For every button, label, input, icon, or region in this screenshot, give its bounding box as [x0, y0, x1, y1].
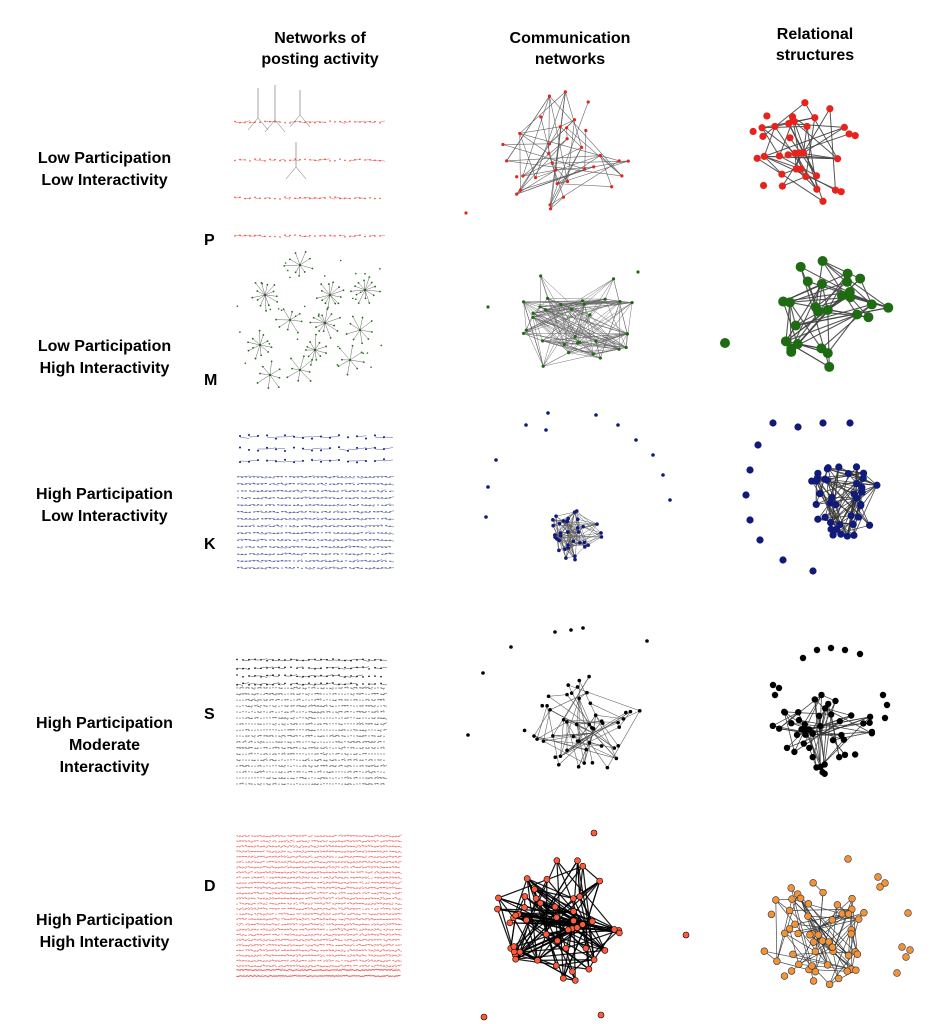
communication-network-M	[486, 270, 640, 368]
communication-network-P	[464, 90, 630, 215]
column-header-relational-line2: structures	[775, 47, 855, 64]
row-label-P-line2: Low Interactivity	[41, 172, 168, 189]
column-header-relational-line1: Relational	[776, 26, 854, 43]
row-code-D: D	[204, 878, 216, 895]
row-label-D: High Participation High Interactivity	[12, 910, 197, 954]
column-header-communication-line2: networks	[534, 51, 606, 68]
row-code-P: P	[204, 232, 215, 249]
relational-structure-K	[742, 419, 881, 575]
row-label-S-line1: High Participation	[36, 715, 173, 732]
row-label-S-line2: Moderate	[68, 737, 141, 754]
relational-structure-P	[749, 99, 859, 205]
row-label-K-line1: High Participation	[36, 486, 173, 503]
row-label-M-line1: Low Participation	[37, 338, 172, 355]
relational-structure-S	[769, 644, 891, 777]
row-label-M: Low Participation High Interactivity	[12, 336, 197, 380]
column-header-communication-line1: Communication	[509, 30, 631, 47]
posting-network-K	[237, 434, 395, 570]
communication-network-K	[484, 411, 672, 562]
row-label-K-line2: Low Interactivity	[41, 508, 168, 525]
posting-network-M	[236, 251, 383, 389]
column-header-communication: Communication networks	[480, 28, 660, 70]
communication-network-D	[480, 829, 690, 1021]
row-code-S: S	[204, 706, 215, 723]
row-label-D-line2: High Interactivity	[39, 934, 170, 951]
posting-network-S	[236, 658, 388, 786]
relational-structure-M	[720, 256, 894, 372]
posting-network-D	[236, 834, 403, 978]
column-header-relational: Relational structures	[730, 24, 900, 66]
row-label-P-line1: Low Participation	[37, 150, 172, 167]
column-header-posting-line1: Networks of	[274, 30, 366, 47]
row-code-M: M	[204, 372, 218, 389]
communication-network-S	[466, 626, 649, 770]
row-label-S: High Participation Moderate Interactivit…	[12, 713, 197, 779]
relational-structure-D	[760, 855, 914, 989]
column-header-posting-line2: posting activity	[261, 51, 379, 68]
row-label-S-line3: Interactivity	[59, 759, 150, 776]
row-label-M-line2: High Interactivity	[39, 360, 170, 377]
row-label-D-line1: High Participation	[36, 912, 173, 929]
row-label-P: Low Participation Low Interactivity	[12, 148, 197, 192]
column-header-posting: Networks of posting activity	[230, 28, 410, 70]
row-label-K: High Participation Low Interactivity	[12, 484, 197, 528]
posting-network-P	[234, 85, 386, 238]
row-code-K: K	[204, 536, 216, 553]
